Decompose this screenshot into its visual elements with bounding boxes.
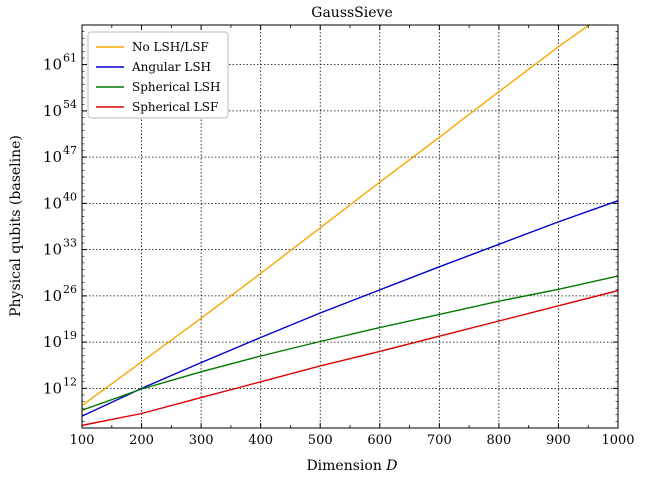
series-line-spherical-lsf: [82, 289, 618, 427]
y-tick-exponent: 19: [63, 329, 77, 342]
y-tick-exponent: 33: [63, 237, 77, 250]
y-tick-label: 10: [43, 241, 62, 259]
legend-label: No LSH/LSF: [132, 40, 209, 54]
y-tick-exponent: 54: [63, 98, 77, 111]
y-tick-exponent: 12: [63, 375, 77, 388]
y-tick-label: 10: [43, 287, 62, 305]
y-tick-label: 10: [43, 148, 62, 166]
x-tick-label: 800: [486, 433, 511, 448]
series-lines: [82, 25, 618, 427]
series-line-no-lsh-lsf: [82, 25, 591, 407]
y-tick-label: 10: [43, 379, 62, 397]
x-tick-label: 600: [367, 433, 392, 448]
y-tick-label: 10: [43, 333, 62, 351]
legend-entries: No LSH/LSF Angular LSH Spherical LSH Spheri…: [96, 40, 221, 114]
x-tick-label: 900: [546, 433, 571, 448]
y-tick-exponent: 40: [63, 190, 77, 203]
x-axis-label-text: Dimension: [306, 458, 381, 474]
y-axis-label: Physical qubits (baseline): [8, 135, 24, 317]
y-tick-label: 10: [43, 56, 62, 74]
y-tick-exponent: 61: [63, 52, 77, 65]
y-tick-label: 10: [43, 102, 62, 120]
legend-box: [87, 31, 229, 119]
x-tick-label: 1000: [601, 433, 634, 448]
x-tick-labels: 100 200 300 400 500 600 700 800 900 1000: [70, 433, 635, 448]
legend-label: Angular LSH: [131, 60, 211, 74]
series-line-spherical-lsh: [82, 275, 618, 411]
y-tick-exponent: 26: [63, 283, 77, 296]
x-axis-label: Dimension D: [306, 458, 397, 474]
y-tick-label: 10: [43, 194, 62, 212]
legend: No LSH/LSF Angular LSH Spherical LSH Spheri…: [87, 31, 229, 119]
legend-label: Spherical LSF: [132, 100, 218, 114]
x-tick-label: 700: [427, 433, 452, 448]
y-tick-exponent: 47: [63, 144, 77, 157]
x-tick-label: 400: [248, 433, 273, 448]
x-tick-label: 200: [129, 433, 154, 448]
legend-label: Spherical LSH: [132, 80, 221, 94]
series-line-angular-lsh: [82, 200, 618, 417]
chart-title: GaussSieve: [311, 5, 392, 21]
x-tick-label: 100: [70, 433, 95, 448]
x-tick-label: 500: [308, 433, 333, 448]
x-axis-label-variable: D: [385, 458, 397, 474]
plot-frame: [81, 24, 619, 429]
x-tick-label: 300: [189, 433, 214, 448]
